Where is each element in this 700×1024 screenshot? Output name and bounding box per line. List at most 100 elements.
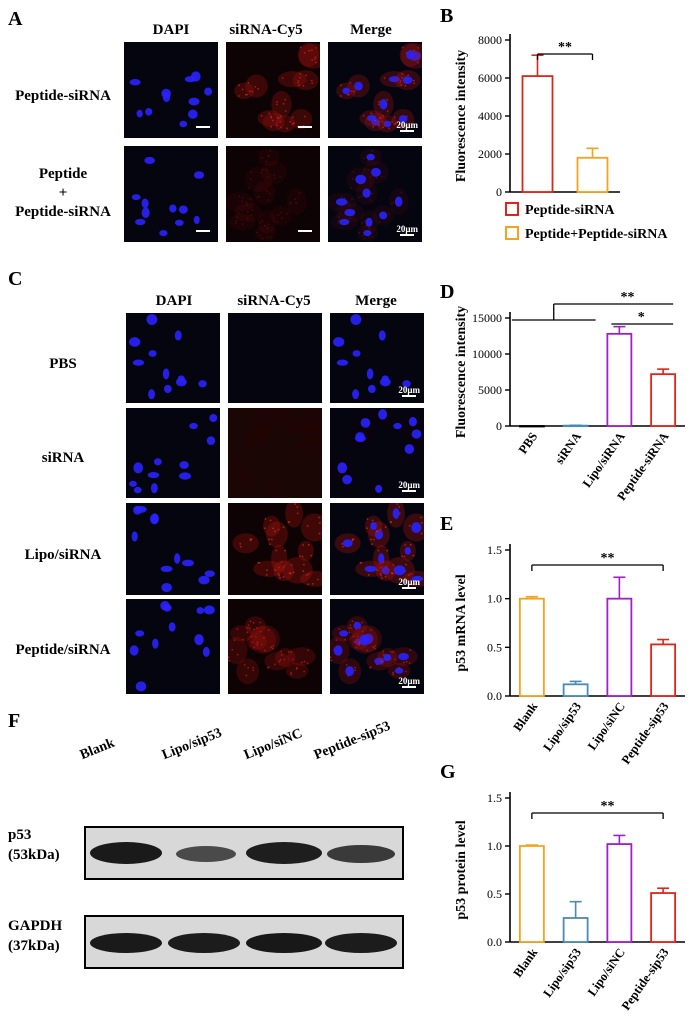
y-tick-label: 2000 xyxy=(478,147,502,161)
micrograph-dapi xyxy=(124,42,218,138)
y-tick-label: 15000 xyxy=(472,311,502,325)
panel-letter: G xyxy=(440,761,456,783)
bar xyxy=(606,597,633,697)
micrograph-cy5 xyxy=(228,599,322,694)
legend-label: Peptide+Peptide-siRNA xyxy=(525,227,668,242)
scale-bar xyxy=(402,587,416,589)
scale-bar xyxy=(402,490,416,492)
x-tick-label: Lipo/sip53 xyxy=(540,946,584,1000)
micrograph-merge: 20μm xyxy=(328,42,422,138)
c-row-sirna: siRNA xyxy=(41,450,85,466)
micrograph-cy5 xyxy=(228,503,322,595)
bar xyxy=(518,425,545,428)
scale-bar xyxy=(402,686,416,688)
x-tick-label: Blank xyxy=(511,946,541,980)
micrograph-cells xyxy=(328,148,409,242)
micrograph-cells xyxy=(336,42,422,133)
y-axis-label: Fluorescence intensity xyxy=(454,50,469,182)
a-channel-cy5: siRNA-Cy5 xyxy=(229,22,303,38)
micrograph-merge: 20μm xyxy=(328,146,422,242)
micrograph-cells xyxy=(337,409,422,493)
scale-bar xyxy=(400,234,414,236)
bar xyxy=(518,845,545,943)
bar xyxy=(562,917,589,943)
micrograph-dapi xyxy=(126,408,220,498)
y-axis-label: p53 protein level xyxy=(454,820,469,919)
micrograph-cells xyxy=(226,148,307,242)
y-tick-label: 1.5 xyxy=(487,791,502,805)
micrograph-cells xyxy=(129,600,215,692)
a-row-peptide-sirna: Peptide-siRNA xyxy=(15,88,111,104)
scale-bar xyxy=(298,230,312,232)
y-axis-label: Fluorescence intensity xyxy=(454,306,469,438)
blot-p53 xyxy=(84,826,404,880)
bar xyxy=(606,843,633,943)
y-tick-label: 0.5 xyxy=(487,640,502,654)
micrograph-cy5 xyxy=(228,408,322,498)
y-tick-label: 1.5 xyxy=(487,543,502,557)
panel-letter: E xyxy=(440,513,453,535)
y-tick-label: 5000 xyxy=(478,383,502,397)
micrograph-dapi xyxy=(126,503,220,595)
micrograph-cy5 xyxy=(228,313,322,403)
blot-p53-bands xyxy=(90,842,395,864)
sig-label: ** xyxy=(601,799,615,814)
sig-label: ** xyxy=(621,290,635,305)
panel-c-letter: C xyxy=(8,268,23,290)
legend-swatch xyxy=(505,226,519,240)
c-row-pbs: PBS xyxy=(49,356,77,372)
y-axis-label: p53 mRNA level xyxy=(454,574,469,671)
panel-f-letter: F xyxy=(8,710,21,732)
a-channel-merge: Merge xyxy=(350,22,392,38)
y-tick-label: 0.0 xyxy=(487,689,502,703)
micrograph-merge: 20μm xyxy=(330,503,424,595)
micrograph-cells xyxy=(330,616,418,685)
bar xyxy=(650,892,677,943)
c-channel-cy5: siRNA-Cy5 xyxy=(237,293,311,309)
scale-label: 20μm xyxy=(398,577,420,587)
micrograph-cells xyxy=(333,314,411,400)
sig-label: * xyxy=(638,310,645,325)
panel-letter: D xyxy=(440,281,454,303)
micrograph-cells xyxy=(228,616,316,685)
micrograph-cells xyxy=(131,505,215,593)
legend-label: Peptide-siRNA xyxy=(525,203,615,218)
blot-gapdh-bands xyxy=(90,933,397,953)
f-band-p53-label: p53 (53kDa) xyxy=(8,827,60,863)
scale-label: 20μm xyxy=(398,480,420,490)
y-tick-label: 4000 xyxy=(478,109,502,123)
bar xyxy=(576,156,609,193)
y-tick-label: 10000 xyxy=(472,347,502,361)
micrograph-dapi xyxy=(126,313,220,403)
sig-label: ** xyxy=(601,551,615,566)
micrograph-cy5 xyxy=(226,42,320,138)
c-channel-dapi: DAPI xyxy=(155,293,193,309)
scale-label: 20μm xyxy=(398,676,420,686)
x-tick-label: Peptide-sip53 xyxy=(619,946,672,1013)
y-tick-label: 0.5 xyxy=(487,887,502,901)
micrograph-dapi xyxy=(124,146,218,242)
micrograph-merge: 20μm xyxy=(330,408,424,498)
blot-gapdh xyxy=(84,915,404,969)
a-row-peptide-plus: Peptide + Peptide-siRNA xyxy=(15,166,111,220)
micrograph-cells xyxy=(131,156,205,237)
scale-label: 20μm xyxy=(398,385,420,395)
micrograph-dapi xyxy=(126,599,220,694)
scale-bar xyxy=(402,395,416,397)
c-channel-merge: Merge xyxy=(355,293,397,309)
micrograph-merge: 20μm xyxy=(330,599,424,694)
y-tick-label: 8000 xyxy=(478,33,502,47)
legend-swatch xyxy=(505,202,519,216)
x-tick-label: Lipo/siNC xyxy=(585,946,628,999)
y-tick-label: 0.0 xyxy=(487,935,502,949)
y-tick-label: 1.0 xyxy=(487,592,502,606)
micrograph-cy5 xyxy=(226,146,320,242)
scale-bar xyxy=(196,230,210,232)
a-channel-dapi: DAPI xyxy=(152,22,190,38)
y-tick-label: 1.0 xyxy=(487,839,502,853)
micrograph-cells xyxy=(129,314,207,400)
